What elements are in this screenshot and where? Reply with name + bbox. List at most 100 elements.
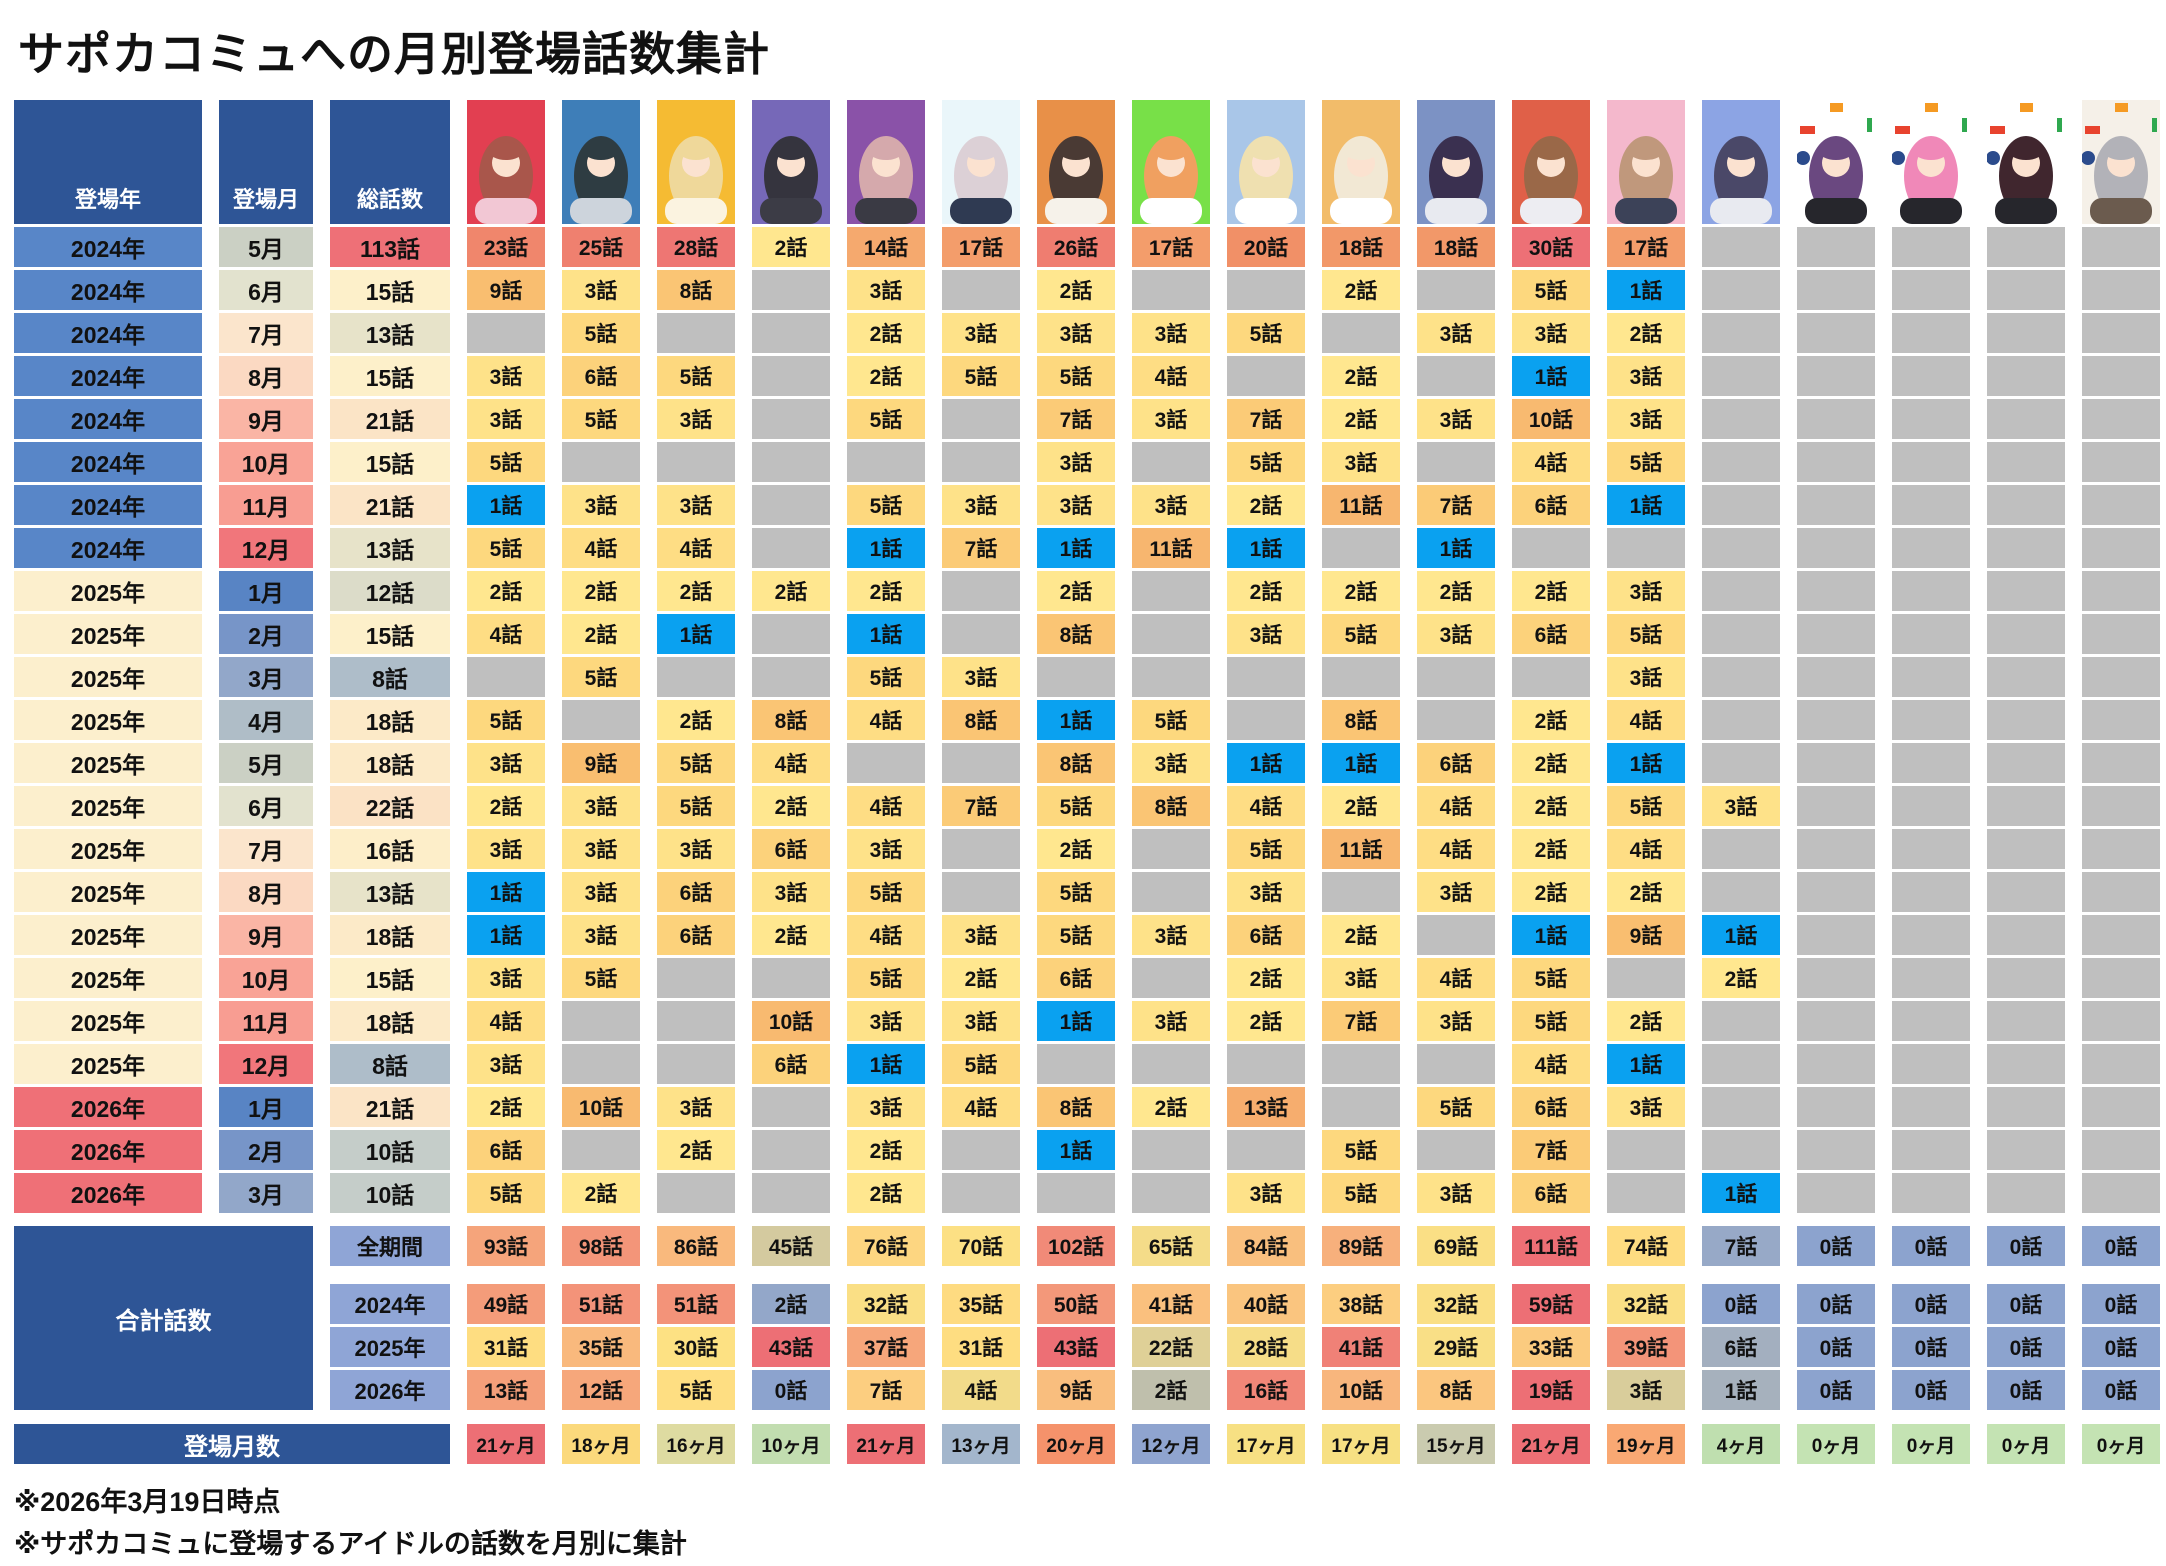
- episode-count-cell: 9話: [562, 743, 640, 783]
- episode-count-cell: [562, 700, 640, 740]
- month-cell: 3月: [219, 1173, 313, 1213]
- episode-count-cell: 5話: [1227, 442, 1305, 482]
- total-cell: 15話: [330, 356, 450, 396]
- episode-count-cell: 6話: [562, 356, 640, 396]
- year-cell: 2024年: [14, 485, 202, 525]
- year-cell: 2025年: [14, 872, 202, 912]
- summary-count-cell: 39話: [1607, 1327, 1685, 1367]
- episode-count-cell: 5話: [657, 786, 735, 826]
- summary-count-cell: 0話: [1797, 1284, 1875, 1324]
- episode-count-cell: 6話: [752, 1044, 830, 1084]
- year-cell: 2026年: [14, 1087, 202, 1127]
- summary-row-label: 全期間: [330, 1226, 450, 1266]
- header-row: 登場年 登場月 総話数: [14, 100, 2160, 224]
- summary-count-cell: 32話: [1417, 1284, 1495, 1324]
- episode-count-cell: 2話: [1227, 1001, 1305, 1041]
- episode-count-cell: [1132, 872, 1210, 912]
- total-cell: 13話: [330, 872, 450, 912]
- episode-count-cell: 5話: [467, 528, 545, 568]
- episode-count-cell: [1987, 700, 2065, 740]
- episode-count-cell: 1話: [1702, 915, 1780, 955]
- episode-count-cell: [1417, 356, 1495, 396]
- episode-count-cell: 6話: [1227, 915, 1305, 955]
- idol-18-avatar: [2082, 100, 2160, 224]
- episode-count-cell: 1話: [1227, 743, 1305, 783]
- episode-count-cell: [1987, 743, 2065, 783]
- episode-count-cell: [657, 1044, 735, 1084]
- episode-count-cell: 3話: [1607, 356, 1685, 396]
- month-cell: 1月: [219, 1087, 313, 1127]
- idol-8-avatar: [1132, 100, 1210, 224]
- episode-count-cell: [2082, 1173, 2160, 1213]
- summary-count-cell: 0話: [1987, 1284, 2065, 1324]
- episode-count-cell: [1417, 657, 1495, 697]
- idol-portrait-icon: [1425, 136, 1487, 224]
- month-cell: 4月: [219, 700, 313, 740]
- episode-count-cell: 5話: [1037, 356, 1115, 396]
- episode-count-cell: [1892, 442, 1970, 482]
- episode-count-cell: [942, 442, 1020, 482]
- episode-count-cell: 5話: [1512, 1001, 1590, 1041]
- episode-count-cell: [752, 657, 830, 697]
- year-cell: 2024年: [14, 227, 202, 267]
- episode-count-cell: 3話: [1037, 442, 1115, 482]
- episode-count-cell: 4話: [847, 915, 925, 955]
- year-cell: 2025年: [14, 915, 202, 955]
- year-cell: 2024年: [14, 528, 202, 568]
- summary-count-cell: 51話: [562, 1284, 640, 1324]
- episode-count-cell: 3話: [562, 485, 640, 525]
- episode-count-cell: [1797, 700, 1875, 740]
- episode-count-cell: 3話: [942, 485, 1020, 525]
- episode-count-cell: [1607, 958, 1685, 998]
- episode-count-cell: [1797, 1087, 1875, 1127]
- episode-count-cell: [1987, 657, 2065, 697]
- episode-count-cell: [1797, 1001, 1875, 1041]
- episode-count-cell: [1702, 270, 1780, 310]
- episode-count-cell: 2話: [467, 1087, 545, 1127]
- episode-count-cell: [1797, 442, 1875, 482]
- episode-count-cell: [1417, 915, 1495, 955]
- total-cell: 8話: [330, 1044, 450, 1084]
- episode-count-cell: 6話: [752, 829, 830, 869]
- episode-count-cell: 8話: [1037, 1087, 1115, 1127]
- summary-count-cell: 40話: [1227, 1284, 1305, 1324]
- episode-count-cell: 7話: [942, 786, 1020, 826]
- summary-count-cell: 50話: [1037, 1284, 1115, 1324]
- summary-count-cell: 43話: [752, 1327, 830, 1367]
- episode-count-cell: 5話: [562, 657, 640, 697]
- year-cell: 2025年: [14, 1044, 202, 1084]
- episode-count-cell: 23話: [467, 227, 545, 267]
- idol-2-avatar: [562, 100, 640, 224]
- episode-count-cell: 3話: [1417, 614, 1495, 654]
- episode-count-cell: [2082, 1087, 2160, 1127]
- episode-count-cell: 18話: [1322, 227, 1400, 267]
- idol-portrait-icon: [2082, 103, 2157, 224]
- year-cell: 2024年: [14, 270, 202, 310]
- episode-count-cell: [2082, 571, 2160, 611]
- episode-count-cell: [942, 872, 1020, 912]
- episode-count-cell: 2話: [1322, 786, 1400, 826]
- appearance-months-cell: 0ヶ月: [1797, 1424, 1875, 1464]
- total-cell: 12話: [330, 571, 450, 611]
- idol-portrait-icon: [855, 136, 917, 224]
- episode-count-cell: 3話: [657, 1087, 735, 1127]
- episode-count-cell: [1132, 571, 1210, 611]
- episode-count-cell: [1892, 829, 1970, 869]
- episode-count-cell: 2話: [467, 786, 545, 826]
- appearance-months-label: 登場月数: [14, 1424, 450, 1464]
- episode-count-cell: 7話: [1322, 1001, 1400, 1041]
- episode-count-cell: 4話: [1512, 442, 1590, 482]
- episode-count-cell: 3話: [1227, 614, 1305, 654]
- appearance-months-cell: 4ヶ月: [1702, 1424, 1780, 1464]
- episode-count-cell: 8話: [657, 270, 735, 310]
- idol-15-avatar: [1797, 100, 1875, 224]
- episode-count-cell: [942, 399, 1020, 439]
- episode-count-cell: 2話: [1417, 571, 1495, 611]
- idol-portrait-icon: [1045, 136, 1107, 224]
- episode-count-cell: 5話: [1132, 700, 1210, 740]
- episode-count-cell: [1987, 1001, 2065, 1041]
- summary-count-cell: 6話: [1702, 1327, 1780, 1367]
- idol-4-avatar: [752, 100, 830, 224]
- episode-count-cell: [2082, 1001, 2160, 1041]
- summary-count-cell: 7話: [847, 1370, 925, 1410]
